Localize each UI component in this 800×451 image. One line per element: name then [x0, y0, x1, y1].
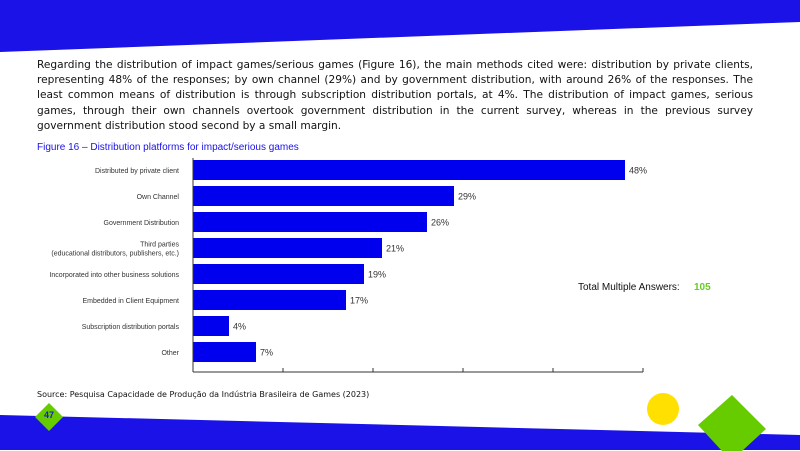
bar-value-label: 48% [629, 166, 647, 176]
category-label: Incorporated into other business solutio… [49, 272, 179, 279]
total-answers-value: 105 [694, 282, 711, 293]
bar-value-label: 7% [260, 348, 273, 358]
bar [193, 342, 256, 362]
bar [193, 264, 364, 284]
bar [193, 186, 454, 206]
bottom-decorative-band [0, 415, 800, 450]
page-badge-shape [35, 403, 63, 431]
category-label: Embedded in Client Equipment [82, 298, 179, 305]
total-answers-label: Total Multiple Answers: [578, 282, 680, 293]
bar-value-label: 26% [431, 218, 449, 228]
source-note: Source: Pesquisa Capacidade de Produção … [37, 390, 370, 399]
page-number: 47 [43, 410, 54, 420]
bar-chart: 48% Distributed by private client 29% Own C… [49, 158, 647, 373]
category-label: Subscription distribution portals [82, 324, 180, 331]
bar [193, 212, 427, 232]
bar-value-label: 21% [386, 244, 404, 254]
bar-value-label: 4% [233, 322, 246, 332]
category-label: Third parties [140, 242, 179, 249]
top-band-shape [0, 0, 800, 52]
bar [193, 238, 382, 258]
decorative-green-diamond [698, 395, 766, 451]
bar [193, 290, 346, 310]
bar [193, 160, 625, 180]
bottom-band-shape [0, 415, 800, 450]
bar-value-label: 17% [350, 296, 368, 306]
green-diamond-shape [698, 395, 766, 451]
category-label: Government Distribution [104, 220, 180, 227]
bar-value-label: 19% [368, 270, 386, 280]
category-label: (educational distributors, publishers, e… [51, 251, 179, 258]
top-decorative-band [0, 0, 800, 52]
category-label: Other [161, 350, 179, 357]
bar-value-label: 29% [458, 192, 476, 202]
category-label: Own Channel [137, 194, 180, 201]
decorative-yellow-circle [647, 393, 679, 425]
figure-caption: Figure 16 – Distribution platforms for i… [37, 142, 299, 153]
category-label: Distributed by private client [95, 168, 179, 175]
bar [193, 316, 229, 336]
page-badge-diamond [35, 403, 63, 431]
body-paragraph: Regarding the distribution of impact gam… [37, 59, 753, 132]
